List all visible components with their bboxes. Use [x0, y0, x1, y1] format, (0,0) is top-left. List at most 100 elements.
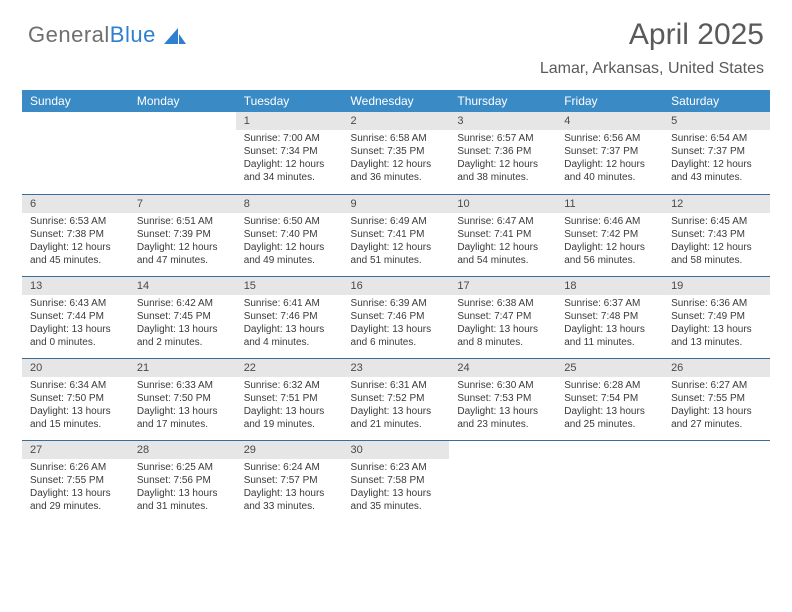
- day-number: 24: [449, 359, 556, 377]
- day-number: 16: [343, 277, 450, 295]
- day-info: Sunrise: 6:38 AMSunset: 7:47 PMDaylight:…: [449, 295, 556, 353]
- calendar-cell: 24Sunrise: 6:30 AMSunset: 7:53 PMDayligh…: [449, 358, 556, 440]
- day-number: 22: [236, 359, 343, 377]
- calendar-cell: 18Sunrise: 6:37 AMSunset: 7:48 PMDayligh…: [556, 276, 663, 358]
- calendar-cell: 29Sunrise: 6:24 AMSunset: 7:57 PMDayligh…: [236, 440, 343, 522]
- day-info: Sunrise: 6:33 AMSunset: 7:50 PMDaylight:…: [129, 377, 236, 435]
- weekday-header: Monday: [129, 90, 236, 112]
- page-header: GeneralBlue April 2025 Lamar, Arkansas, …: [22, 18, 770, 90]
- weekday-header: Thursday: [449, 90, 556, 112]
- calendar-cell: 16Sunrise: 6:39 AMSunset: 7:46 PMDayligh…: [343, 276, 450, 358]
- day-info: Sunrise: 6:30 AMSunset: 7:53 PMDaylight:…: [449, 377, 556, 435]
- day-number: 1: [236, 112, 343, 130]
- calendar-cell: 6Sunrise: 6:53 AMSunset: 7:38 PMDaylight…: [22, 194, 129, 276]
- day-info: Sunrise: 6:51 AMSunset: 7:39 PMDaylight:…: [129, 213, 236, 271]
- weekday-header: Friday: [556, 90, 663, 112]
- day-number: 20: [22, 359, 129, 377]
- calendar-cell: 7Sunrise: 6:51 AMSunset: 7:39 PMDaylight…: [129, 194, 236, 276]
- calendar-page: GeneralBlue April 2025 Lamar, Arkansas, …: [0, 0, 792, 612]
- calendar-row: 20Sunrise: 6:34 AMSunset: 7:50 PMDayligh…: [22, 358, 770, 440]
- day-info: Sunrise: 6:41 AMSunset: 7:46 PMDaylight:…: [236, 295, 343, 353]
- day-info: Sunrise: 6:39 AMSunset: 7:46 PMDaylight:…: [343, 295, 450, 353]
- day-info: Sunrise: 6:45 AMSunset: 7:43 PMDaylight:…: [663, 213, 770, 271]
- day-info: Sunrise: 6:58 AMSunset: 7:35 PMDaylight:…: [343, 130, 450, 188]
- calendar-cell: 12Sunrise: 6:45 AMSunset: 7:43 PMDayligh…: [663, 194, 770, 276]
- day-info: Sunrise: 6:37 AMSunset: 7:48 PMDaylight:…: [556, 295, 663, 353]
- day-info: Sunrise: 6:57 AMSunset: 7:36 PMDaylight:…: [449, 130, 556, 188]
- day-info: Sunrise: 6:50 AMSunset: 7:40 PMDaylight:…: [236, 213, 343, 271]
- day-info: Sunrise: 6:34 AMSunset: 7:50 PMDaylight:…: [22, 377, 129, 435]
- weekday-header: Wednesday: [343, 90, 450, 112]
- day-number: 14: [129, 277, 236, 295]
- calendar-cell: ..: [663, 440, 770, 522]
- day-number: 13: [22, 277, 129, 295]
- day-info: Sunrise: 6:54 AMSunset: 7:37 PMDaylight:…: [663, 130, 770, 188]
- calendar-cell: 23Sunrise: 6:31 AMSunset: 7:52 PMDayligh…: [343, 358, 450, 440]
- calendar-cell: 28Sunrise: 6:25 AMSunset: 7:56 PMDayligh…: [129, 440, 236, 522]
- day-number: 3: [449, 112, 556, 130]
- day-number: 28: [129, 441, 236, 459]
- calendar-row: 13Sunrise: 6:43 AMSunset: 7:44 PMDayligh…: [22, 276, 770, 358]
- calendar-cell: 26Sunrise: 6:27 AMSunset: 7:55 PMDayligh…: [663, 358, 770, 440]
- calendar-cell: 14Sunrise: 6:42 AMSunset: 7:45 PMDayligh…: [129, 276, 236, 358]
- day-number: 19: [663, 277, 770, 295]
- day-number: 17: [449, 277, 556, 295]
- calendar-row: 27Sunrise: 6:26 AMSunset: 7:55 PMDayligh…: [22, 440, 770, 522]
- day-info: Sunrise: 6:56 AMSunset: 7:37 PMDaylight:…: [556, 130, 663, 188]
- calendar-cell: 25Sunrise: 6:28 AMSunset: 7:54 PMDayligh…: [556, 358, 663, 440]
- calendar-cell: 22Sunrise: 6:32 AMSunset: 7:51 PMDayligh…: [236, 358, 343, 440]
- weekday-header: Sunday: [22, 90, 129, 112]
- day-info: Sunrise: 6:47 AMSunset: 7:41 PMDaylight:…: [449, 213, 556, 271]
- day-number: 21: [129, 359, 236, 377]
- calendar-row: ....1Sunrise: 7:00 AMSunset: 7:34 PMDayl…: [22, 112, 770, 194]
- calendar-cell: ..: [22, 112, 129, 194]
- day-number: 4: [556, 112, 663, 130]
- day-info: Sunrise: 6:53 AMSunset: 7:38 PMDaylight:…: [22, 213, 129, 271]
- calendar-cell: 19Sunrise: 6:36 AMSunset: 7:49 PMDayligh…: [663, 276, 770, 358]
- calendar-cell: 2Sunrise: 6:58 AMSunset: 7:35 PMDaylight…: [343, 112, 450, 194]
- calendar-cell: 8Sunrise: 6:50 AMSunset: 7:40 PMDaylight…: [236, 194, 343, 276]
- day-number: 10: [449, 195, 556, 213]
- day-number: 18: [556, 277, 663, 295]
- day-number: 30: [343, 441, 450, 459]
- day-number: 27: [22, 441, 129, 459]
- logo-text-2: Blue: [110, 22, 156, 47]
- calendar-table: SundayMondayTuesdayWednesdayThursdayFrid…: [22, 90, 770, 522]
- day-number: 2: [343, 112, 450, 130]
- day-info: Sunrise: 7:00 AMSunset: 7:34 PMDaylight:…: [236, 130, 343, 188]
- calendar-cell: 10Sunrise: 6:47 AMSunset: 7:41 PMDayligh…: [449, 194, 556, 276]
- day-number: 29: [236, 441, 343, 459]
- calendar-cell: 5Sunrise: 6:54 AMSunset: 7:37 PMDaylight…: [663, 112, 770, 194]
- calendar-cell: ..: [556, 440, 663, 522]
- day-info: Sunrise: 6:42 AMSunset: 7:45 PMDaylight:…: [129, 295, 236, 353]
- day-number: 8: [236, 195, 343, 213]
- day-number: 11: [556, 195, 663, 213]
- weekday-header-row: SundayMondayTuesdayWednesdayThursdayFrid…: [22, 90, 770, 112]
- location-subtitle: Lamar, Arkansas, United States: [540, 60, 764, 78]
- day-info: Sunrise: 6:25 AMSunset: 7:56 PMDaylight:…: [129, 459, 236, 517]
- calendar-cell: 4Sunrise: 6:56 AMSunset: 7:37 PMDaylight…: [556, 112, 663, 194]
- calendar-cell: 9Sunrise: 6:49 AMSunset: 7:41 PMDaylight…: [343, 194, 450, 276]
- calendar-cell: 17Sunrise: 6:38 AMSunset: 7:47 PMDayligh…: [449, 276, 556, 358]
- calendar-cell: 1Sunrise: 7:00 AMSunset: 7:34 PMDaylight…: [236, 112, 343, 194]
- calendar-cell: 13Sunrise: 6:43 AMSunset: 7:44 PMDayligh…: [22, 276, 129, 358]
- day-info: Sunrise: 6:49 AMSunset: 7:41 PMDaylight:…: [343, 213, 450, 271]
- day-info: Sunrise: 6:23 AMSunset: 7:58 PMDaylight:…: [343, 459, 450, 517]
- calendar-cell: 30Sunrise: 6:23 AMSunset: 7:58 PMDayligh…: [343, 440, 450, 522]
- calendar-cell: 11Sunrise: 6:46 AMSunset: 7:42 PMDayligh…: [556, 194, 663, 276]
- day-info: Sunrise: 6:46 AMSunset: 7:42 PMDaylight:…: [556, 213, 663, 271]
- calendar-cell: 15Sunrise: 6:41 AMSunset: 7:46 PMDayligh…: [236, 276, 343, 358]
- day-info: Sunrise: 6:27 AMSunset: 7:55 PMDaylight:…: [663, 377, 770, 435]
- calendar-cell: 20Sunrise: 6:34 AMSunset: 7:50 PMDayligh…: [22, 358, 129, 440]
- day-info: Sunrise: 6:26 AMSunset: 7:55 PMDaylight:…: [22, 459, 129, 517]
- logo: GeneralBlue: [28, 22, 186, 48]
- weekday-header: Saturday: [663, 90, 770, 112]
- day-info: Sunrise: 6:36 AMSunset: 7:49 PMDaylight:…: [663, 295, 770, 353]
- calendar-cell: 21Sunrise: 6:33 AMSunset: 7:50 PMDayligh…: [129, 358, 236, 440]
- page-title: April 2025: [629, 18, 764, 52]
- day-info: Sunrise: 6:32 AMSunset: 7:51 PMDaylight:…: [236, 377, 343, 435]
- calendar-cell: 3Sunrise: 6:57 AMSunset: 7:36 PMDaylight…: [449, 112, 556, 194]
- day-number: 9: [343, 195, 450, 213]
- day-info: Sunrise: 6:24 AMSunset: 7:57 PMDaylight:…: [236, 459, 343, 517]
- day-number: 23: [343, 359, 450, 377]
